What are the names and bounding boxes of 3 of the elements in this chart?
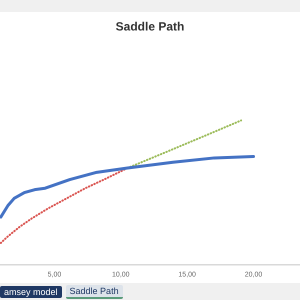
text: Saddle Path — [66, 284, 123, 298]
text: amsey model — [0, 286, 62, 298]
chart-title: Saddle Path — [116, 20, 184, 34]
